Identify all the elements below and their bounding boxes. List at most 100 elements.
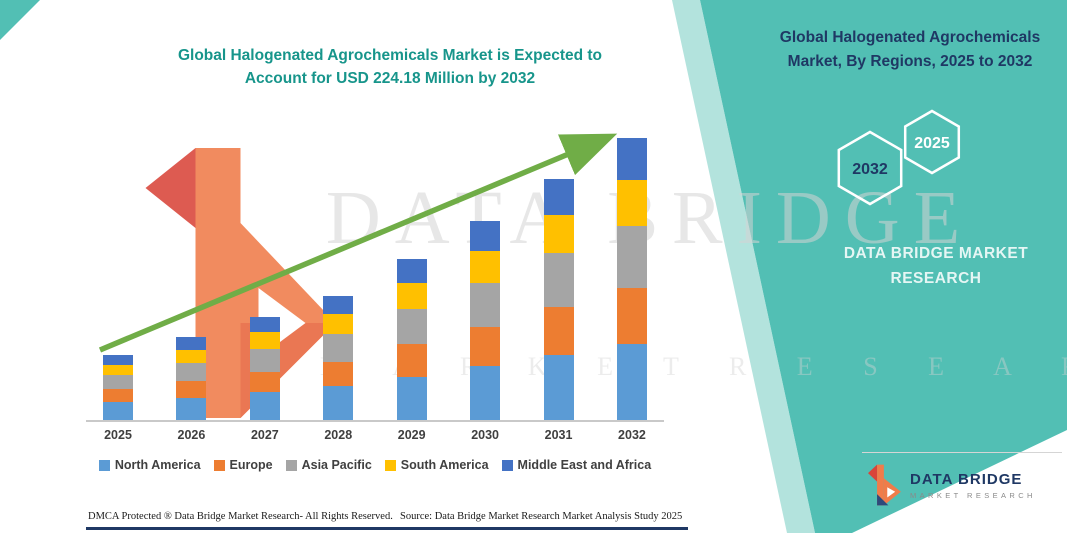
bar-segment [249,392,280,420]
panel-heading-line1: Global Halogenated Agrochemicals [779,29,1041,46]
bar-segment [616,287,647,344]
chart-title-line2: Account for USD 224.18 Million by 2032 [244,70,536,88]
x-tick-label: 2031 [544,428,573,442]
panel-brand-text: DATA BRIDGE MARKET RESEARCH [790,242,1067,292]
bar-segment [616,225,647,288]
hexagon-2025 [903,109,961,175]
x-tick-label: 2025 [104,428,132,442]
stacked-bar-2026 [176,337,207,420]
watermark-text-marketresearch: M A R K E T R E S E A R C H [320,352,1067,381]
legend-item: Europe [213,458,273,472]
bar-segment [249,332,280,349]
bar-segment [616,180,647,226]
bar-cell: 2028 [306,128,370,448]
legend-label: Asia Pacific [301,458,372,472]
bar-segment [470,366,501,420]
bar-segment [543,306,574,355]
bar-segment [176,349,207,363]
stacked-bar-2027 [249,316,280,420]
legend-item: North America [98,458,201,472]
bar-segment [249,316,280,333]
x-tick-label: 2029 [397,428,426,442]
brand-logo-textblock: DATA BRIDGE MARKET RESEARCH [910,471,1036,500]
bar-segment [176,381,207,398]
legend-label: Middle East and Africa [517,458,652,472]
legend-swatch [213,459,225,471]
bar-cell: 2030 [453,128,517,448]
legend-swatch [98,459,110,471]
x-tick-label: 2027 [250,428,279,442]
legend-label: North America [114,458,201,472]
hexagon-2032-label: 2032 [852,161,888,178]
bar-segment [176,362,207,382]
logo-divider [862,452,1062,453]
x-tick-label: 2030 [471,428,500,442]
bar-segment [543,354,574,420]
bar-cell: 2027 [233,128,297,448]
bar-segment [396,376,427,420]
brand-logo: DATA BRIDGE MARKET RESEARCH [868,462,1036,508]
panel-heading: Global Halogenated Agrochemicals Market,… [758,26,1062,74]
bar-segment [470,250,501,283]
bar-segment [323,386,354,420]
legend-label: South America [400,458,489,472]
bar-segment [176,397,207,420]
bar-segment [396,258,427,284]
bar-cell: 2031 [527,128,591,448]
bar-segment [323,334,354,362]
bar-segment [616,138,647,181]
bar-segment [103,389,133,403]
x-axis-line [86,420,664,422]
stacked-bar-2028 [323,295,354,420]
bar-cell: 2026 [159,128,223,448]
stacked-bar-2025 [103,354,133,420]
bar-segment [616,343,647,420]
stacked-bar-2029 [396,258,427,420]
bar-segment [470,326,501,367]
bars-row: 2025 2026 2027 2028 2029 2030 2031 2032 [86,128,664,448]
panel-brand-line1: DATA BRIDGE MARKET [843,245,1029,262]
x-tick-label: 2026 [177,428,206,442]
bar-segment [323,295,354,315]
year-hexagons: 2032 2025 [837,109,961,206]
bar-segment [323,361,354,387]
bar-cell: 2025 [86,128,150,448]
legend-label: Europe [229,458,273,472]
stacked-bar-2032 [616,138,647,420]
bar-segment [470,282,501,327]
bar-cell: 2029 [380,128,444,448]
bar-segment [103,354,133,365]
bar-segment [543,214,574,254]
stacked-bar-2030 [470,221,501,420]
legend-item: South America [384,458,489,472]
brand-logo-subtitle: MARKET RESEARCH [910,490,1036,500]
footer-source-text: Source: Data Bridge Market Research Mark… [400,511,683,522]
bar-segment [396,283,427,309]
chart-title-line1: Global Halogenated Agrochemicals Market … [177,47,603,64]
legend-swatch [501,459,513,471]
bar-cell: 2032 [600,128,664,448]
brand-logo-icon [868,464,901,506]
legend-item: Middle East and Africa [501,458,652,472]
legend-item: Asia Pacific [285,458,372,472]
bar-segment [543,253,574,307]
x-tick-label: 2032 [618,428,646,442]
legend-swatch [384,459,396,471]
x-tick-label: 2028 [324,428,353,442]
hexagon-2032 [837,130,903,206]
bar-segment [470,221,501,251]
bar-segment [323,314,354,335]
bar-segment [249,348,280,372]
bar-segment [103,375,133,390]
panel-brand-line2: RESEARCH [890,269,982,287]
bar-segment [396,344,427,377]
stacked-bar-2031 [543,178,574,420]
chart-title: Global Halogenated Agrochemicals Market … [110,44,670,91]
hexagon-2025-label: 2025 [914,135,950,152]
legend-swatch [285,459,297,471]
bar-segment [543,178,574,215]
bar-segment [103,402,133,420]
bar-segment [396,308,427,345]
legend: North America Europe Asia Pacific South Ame… [70,458,680,472]
